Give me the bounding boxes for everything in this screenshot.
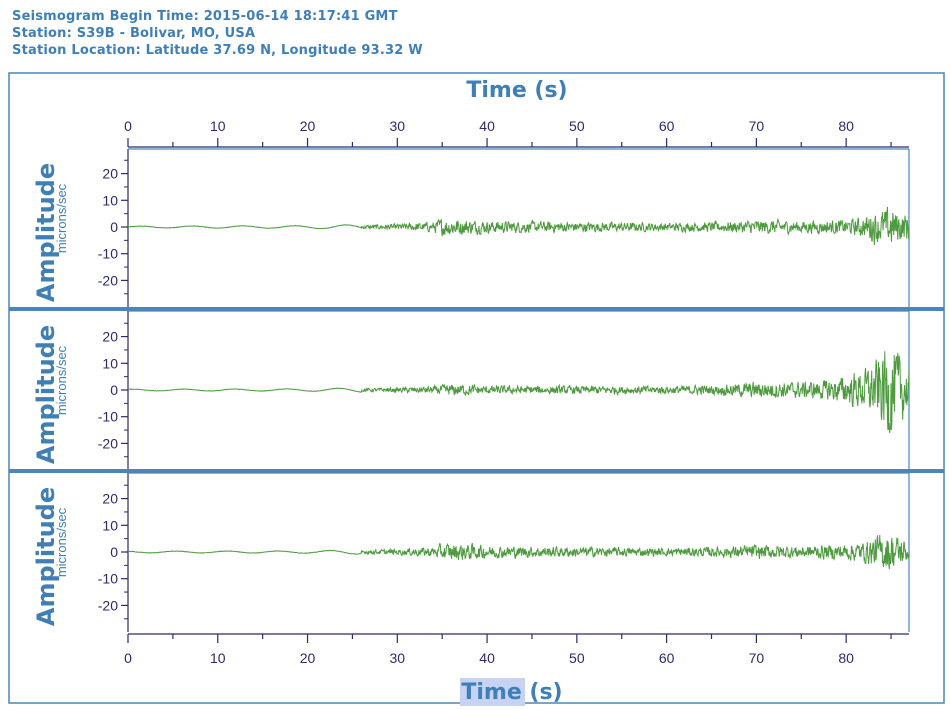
panel-separator: [9, 469, 944, 473]
amplitude-label: Amplitude: [32, 325, 60, 464]
y-tick-label: 20: [102, 166, 118, 182]
station-location-text: Station Location: Latitude 37.69 N, Long…: [12, 43, 423, 58]
y-tick-label: 10: [102, 517, 118, 533]
time-tick-label: 20: [300, 118, 316, 134]
time-tick-label: 80: [838, 650, 854, 666]
time-tick-label: 80: [838, 118, 854, 134]
y-tick-label: 0: [110, 219, 118, 235]
time-tick-label: 40: [479, 118, 495, 134]
time-tick-label: 30: [390, 118, 406, 134]
time-tick-label: 10: [210, 118, 226, 134]
time-tick-label: 70: [749, 650, 765, 666]
begin-time-text: Seismogram Begin Time: 2015-06-14 18:17:…: [12, 9, 398, 24]
unit-label: microns/sec: [54, 507, 69, 577]
y-tick-label: -10: [98, 246, 118, 262]
y-tick-label: -20: [98, 597, 118, 613]
top-time-axis: 0 10 20 30 40 50 60 70 80: [124, 118, 909, 148]
time-tick-label: 20: [300, 650, 316, 666]
station-text: Station: S39B - Bolivar, MO, USA: [12, 26, 256, 41]
time-tick-label: 50: [569, 650, 585, 666]
amplitude-label: Amplitude: [32, 487, 60, 626]
time-tick-label: 70: [749, 118, 765, 134]
panel-separator: [9, 307, 944, 311]
y-tick-label: -10: [98, 409, 118, 425]
amplitude-label: Amplitude: [32, 163, 60, 302]
y-tick-label: 10: [102, 192, 118, 208]
seismogram-header: Seismogram Begin Time: 2015-06-14 18:17:…: [12, 8, 423, 59]
y-tick-label: -20: [98, 272, 118, 288]
bottom-axis-title: Time (s): [461, 680, 562, 705]
time-tick-label: 10: [210, 650, 226, 666]
y-tick-label: -20: [98, 435, 118, 451]
time-tick-label: 60: [659, 650, 675, 666]
top-axis-title: Time (s): [466, 78, 567, 103]
unit-label: microns/sec: [54, 183, 69, 253]
seismogram-trace: [127, 206, 910, 246]
y-tick-label: 20: [102, 491, 118, 507]
seismogram-trace: [128, 351, 910, 434]
time-tick-label: 30: [390, 650, 406, 666]
unit-label: microns/sec: [54, 345, 69, 415]
panels-group: 20100-10-20Amplitudemicrons/sec20100-10-…: [9, 148, 944, 632]
time-tick-label: 60: [659, 118, 675, 134]
y-tick-label: 10: [102, 355, 118, 371]
time-tick-label: 50: [569, 118, 585, 134]
bottom-time-axis: 0 10 20 30 40 50 60 70 80: [124, 633, 909, 666]
y-tick-label: -10: [98, 571, 118, 587]
time-tick-label: 0: [124, 650, 132, 666]
time-tick-label: 0: [124, 118, 132, 134]
y-tick-label: 0: [110, 544, 118, 560]
y-tick-label: 20: [102, 329, 118, 345]
time-tick-label: 40: [479, 650, 495, 666]
y-tick-label: 0: [110, 382, 118, 398]
seismogram-trace: [128, 534, 910, 570]
bottom-title-highlight: [460, 678, 525, 706]
